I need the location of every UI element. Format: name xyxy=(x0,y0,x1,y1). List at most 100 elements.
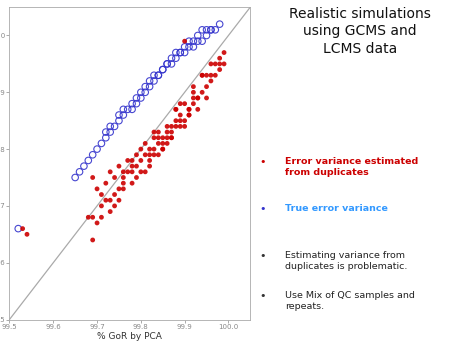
Point xyxy=(155,141,162,146)
Point xyxy=(203,33,210,38)
Point xyxy=(185,112,193,118)
Point xyxy=(203,27,210,33)
Point xyxy=(164,135,171,141)
Point xyxy=(181,118,189,124)
Point xyxy=(124,106,131,112)
Point xyxy=(207,61,215,67)
Point xyxy=(128,180,136,186)
Point xyxy=(176,101,184,106)
Point xyxy=(119,186,127,192)
Point xyxy=(141,141,149,146)
Point xyxy=(181,124,189,129)
Point xyxy=(198,38,206,44)
Point xyxy=(211,61,219,67)
Point xyxy=(98,214,105,220)
Point xyxy=(194,95,201,101)
Point xyxy=(164,124,171,129)
Point xyxy=(172,106,180,112)
Point xyxy=(181,38,189,44)
Point xyxy=(150,152,158,158)
Point xyxy=(216,61,223,67)
Point xyxy=(124,169,131,175)
Point xyxy=(115,118,123,124)
Point xyxy=(128,106,136,112)
Point xyxy=(159,135,166,141)
Point xyxy=(93,220,101,226)
Point xyxy=(137,158,145,163)
Point xyxy=(159,141,166,146)
Point xyxy=(133,95,140,101)
Point xyxy=(141,152,149,158)
Point xyxy=(159,67,166,72)
Point xyxy=(190,101,197,106)
Point xyxy=(185,112,193,118)
Point xyxy=(106,129,114,135)
Text: True error variance: True error variance xyxy=(285,204,388,213)
Point xyxy=(216,67,223,72)
Point xyxy=(168,135,175,141)
Point xyxy=(176,50,184,55)
Point xyxy=(89,152,97,158)
Point xyxy=(115,197,123,203)
Point xyxy=(128,101,136,106)
Point xyxy=(80,163,88,169)
Point xyxy=(207,27,215,33)
Point xyxy=(185,106,193,112)
Point xyxy=(216,55,223,61)
Point xyxy=(155,152,162,158)
Point xyxy=(203,72,210,78)
Point xyxy=(115,163,123,169)
Point xyxy=(207,72,215,78)
Point xyxy=(146,152,154,158)
Point xyxy=(194,95,201,101)
Point xyxy=(111,192,118,197)
Point xyxy=(14,226,22,231)
Point xyxy=(115,112,123,118)
Point xyxy=(190,38,197,44)
Point xyxy=(102,135,109,141)
Point xyxy=(119,169,127,175)
Point xyxy=(119,175,127,180)
Point xyxy=(220,50,228,55)
Point xyxy=(168,129,175,135)
Point xyxy=(111,175,118,180)
Point xyxy=(106,197,114,203)
Point xyxy=(106,124,114,129)
Point xyxy=(106,169,114,175)
Point xyxy=(198,89,206,95)
Point xyxy=(150,146,158,152)
Point xyxy=(185,106,193,112)
Point xyxy=(137,169,145,175)
Point xyxy=(172,50,180,55)
Point xyxy=(164,141,171,146)
Point xyxy=(185,44,193,50)
Point xyxy=(159,67,166,72)
Point xyxy=(155,135,162,141)
Text: Estimating variance from
duplicates is problematic.: Estimating variance from duplicates is p… xyxy=(285,251,408,271)
Point xyxy=(168,55,175,61)
Point xyxy=(84,158,92,163)
Point xyxy=(176,112,184,118)
Point xyxy=(150,72,158,78)
Point xyxy=(84,214,92,220)
Point xyxy=(198,27,206,33)
Point xyxy=(220,61,228,67)
Point xyxy=(194,38,201,44)
Point xyxy=(176,118,184,124)
Point xyxy=(133,101,140,106)
Point xyxy=(89,175,97,180)
Point xyxy=(72,175,79,180)
Point xyxy=(150,135,158,141)
Point xyxy=(119,180,127,186)
Point xyxy=(190,44,197,50)
Point xyxy=(119,112,127,118)
Point xyxy=(211,27,219,33)
Point xyxy=(155,72,162,78)
Point xyxy=(190,95,197,101)
Point xyxy=(133,175,140,180)
Point xyxy=(164,61,171,67)
Point xyxy=(207,78,215,84)
Point xyxy=(194,106,201,112)
Point xyxy=(190,84,197,89)
Point xyxy=(102,180,109,186)
